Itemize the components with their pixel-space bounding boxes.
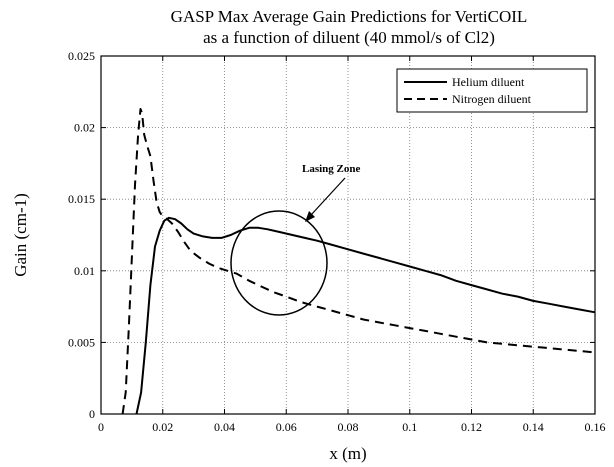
x-tick-label: 0.14 [523, 420, 544, 434]
y-tick-label: 0.02 [74, 121, 95, 135]
x-tick-label: 0.02 [152, 420, 173, 434]
y-tick-label: 0.025 [68, 49, 95, 63]
legend-box [396, 68, 588, 113]
x-tick-label: 0.16 [585, 420, 606, 434]
lasing-zone-annotation: Lasing Zone [230, 163, 360, 316]
x-tick-label: 0.04 [214, 420, 235, 434]
y-tick-label: 0 [89, 407, 95, 421]
nitrogen-diluent-line [121, 108, 596, 415]
tick-labels: 0 0.02 0.04 0.06 0.08 0.1 0.12 0.14 0.16 0 0.005 0.… [68, 49, 606, 434]
lasing-zone-circle [230, 210, 328, 316]
lasing-zone-arrowhead [305, 211, 315, 222]
y-tick-label: 0.015 [68, 192, 95, 206]
x-tick-label: 0 [98, 420, 104, 434]
chart-subtitle: as a function of diluent (40 mmol/s of C… [203, 28, 495, 47]
x-axis-label: x (m) [329, 444, 366, 463]
grid-lines [101, 56, 595, 414]
legend-helium-label: Helium diluent [452, 75, 525, 89]
x-tick-label: 0.1 [402, 420, 417, 434]
y-axis-label: Gain (cm-1) [11, 193, 30, 277]
helium-diluent-line [135, 216, 596, 415]
x-tick-label: 0.12 [461, 420, 482, 434]
legend: Helium diluent Nitrogen diluent [396, 68, 588, 113]
legend-nitrogen-label: Nitrogen diluent [452, 92, 532, 106]
y-tick-label: 0.01 [74, 264, 95, 278]
chart-title: GASP Max Average Gain Predictions for Ve… [171, 7, 528, 26]
x-tick-label: 0.08 [338, 420, 359, 434]
y-tick-label: 0.005 [68, 335, 95, 349]
series-layer [121, 108, 596, 415]
lasing-zone-label: Lasing Zone [302, 163, 360, 175]
x-tick-label: 0.06 [276, 420, 297, 434]
plot-frame [100, 55, 596, 415]
lasing-zone-arrow [310, 177, 346, 216]
